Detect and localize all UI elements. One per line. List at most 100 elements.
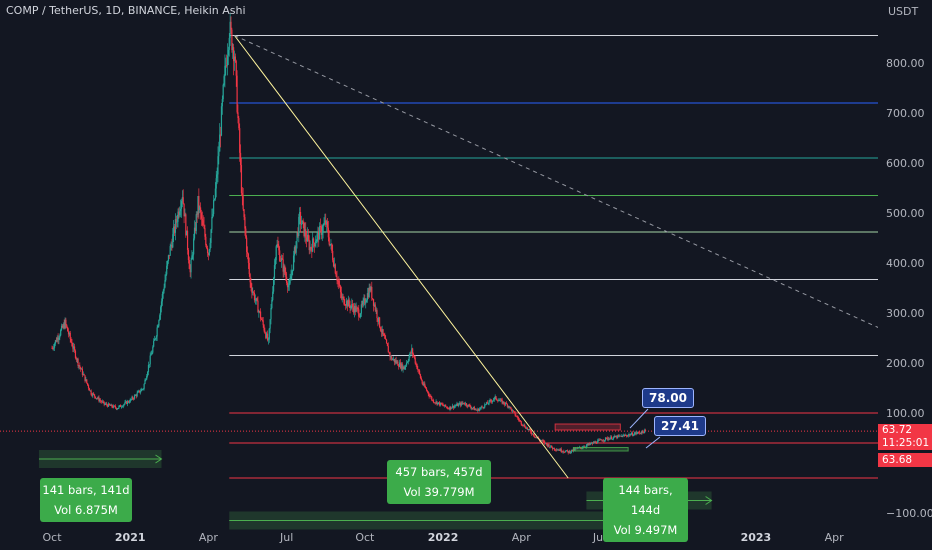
candle-body-235: [255, 298, 257, 300]
candle-body-585: [559, 448, 561, 451]
y-tick-label-4: 400.00: [886, 257, 925, 270]
range-zone-0: [554, 423, 621, 431]
measure-box-1[interactable]: 141 bars, 141d Vol 6.875M: [40, 478, 132, 522]
candle-body-478: [466, 405, 468, 407]
candle-body-109: [146, 376, 148, 380]
candle-body-247: [266, 333, 268, 338]
candle-body-161: [191, 255, 193, 260]
candle-body-422: [418, 369, 420, 371]
candle-body-316: [326, 221, 328, 225]
candle-body-666: [630, 434, 632, 436]
candle-body-12: [61, 325, 64, 328]
candle-body-272: [287, 285, 289, 288]
candle-body-403: [401, 363, 403, 370]
x-tick-label-1: 2021: [115, 531, 146, 544]
candle-body-406: [404, 366, 406, 370]
candle-body-270: [286, 276, 288, 283]
candle-body-185: [212, 214, 214, 217]
candle-body-362: [365, 300, 368, 303]
candle-body-448: [440, 402, 442, 405]
candle-body-150: [181, 197, 183, 202]
candle-body-438: [432, 399, 434, 401]
candle-body-200: [225, 65, 227, 67]
candle-body-653: [618, 435, 621, 437]
candle-body-390: [390, 356, 392, 358]
candle-body-300: [312, 238, 314, 252]
candle-body-329: [337, 280, 339, 282]
candle-body-590: [564, 451, 566, 453]
candle-body-621: [591, 442, 593, 444]
candle-body-267: [283, 266, 285, 272]
candle-body-568: [544, 442, 547, 444]
candle-body-381: [382, 329, 384, 335]
candle-body-595: [568, 450, 570, 453]
candle-body-644: [611, 436, 613, 440]
candle-body-634: [602, 440, 604, 442]
candle-body-268: [284, 266, 286, 274]
candle-body-97: [135, 395, 137, 397]
measure-box-2[interactable]: 457 bars, 457d Vol 39.779M: [387, 460, 491, 504]
candle-body-230: [251, 287, 253, 293]
candle-body-356: [360, 304, 362, 314]
candle-body-580: [555, 449, 557, 451]
candle-body-95: [133, 395, 136, 399]
candle-body-463: [453, 406, 455, 408]
candle-body-307: [318, 231, 320, 240]
candle-body-576: [551, 447, 554, 449]
candle-body-309: [319, 226, 322, 227]
candle-body-169: [198, 195, 200, 211]
candle-body-609: [580, 447, 582, 449]
candle-body-303: [314, 243, 316, 247]
candle-body-648: [614, 436, 616, 438]
candle-body-337: [344, 304, 346, 306]
candle-body-601: [573, 448, 575, 451]
candle-body-630: [598, 439, 601, 441]
candle-body-296: [308, 239, 310, 251]
candle-body-557: [535, 437, 537, 439]
candle-body-586: [560, 448, 562, 452]
candle-body-77: [118, 406, 120, 409]
candle-body-415: [412, 348, 414, 355]
candle-body-125: [160, 307, 162, 316]
price-tag-lower[interactable]: 27.41: [654, 416, 706, 436]
candle-body-116: [152, 346, 154, 353]
candle-body-178: [206, 245, 208, 249]
candle-body-495: [481, 406, 483, 408]
candle-body-475: [464, 403, 466, 405]
candle-body-191: [217, 156, 219, 175]
candle-body-587: [561, 451, 563, 453]
candle-body-59: [102, 401, 104, 403]
candle-body-469: [458, 403, 461, 404]
last-price-countdown: 11:25:01: [882, 437, 930, 449]
price-tag-upper[interactable]: 78.00: [642, 388, 694, 408]
x-tick-label-6: Apr: [512, 531, 532, 544]
candle-body-623: [592, 442, 594, 444]
candle-body-32: [79, 365, 81, 368]
candle-body-274: [289, 278, 291, 284]
candle-body-252: [270, 308, 272, 320]
candle-body-114: [150, 354, 152, 356]
candle-body-436: [430, 396, 432, 398]
candle-body-505: [490, 400, 492, 402]
candle-body-450: [442, 404, 444, 406]
candle-body-233: [253, 292, 256, 301]
candle-body-485: [472, 407, 475, 409]
candle-body-589: [563, 451, 565, 453]
candle-body-370: [372, 299, 375, 306]
candle-body-355: [359, 313, 362, 318]
candle-body-210: [233, 56, 236, 62]
candle-body-660: [624, 435, 627, 436]
candle-body-242: [261, 319, 263, 321]
measure-box-3[interactable]: 144 bars, 144d Vol 9.497M: [603, 478, 688, 542]
candle-body-262: [279, 250, 281, 261]
candle-body-232: [253, 292, 255, 294]
candle-body-596: [569, 450, 571, 453]
candle-body-238: [258, 311, 260, 313]
candle-body-471: [460, 402, 462, 406]
candle-body-111: [147, 365, 150, 372]
candle-body-464: [454, 405, 456, 407]
candle-body-392: [392, 359, 394, 361]
candle-body-58: [101, 401, 104, 403]
